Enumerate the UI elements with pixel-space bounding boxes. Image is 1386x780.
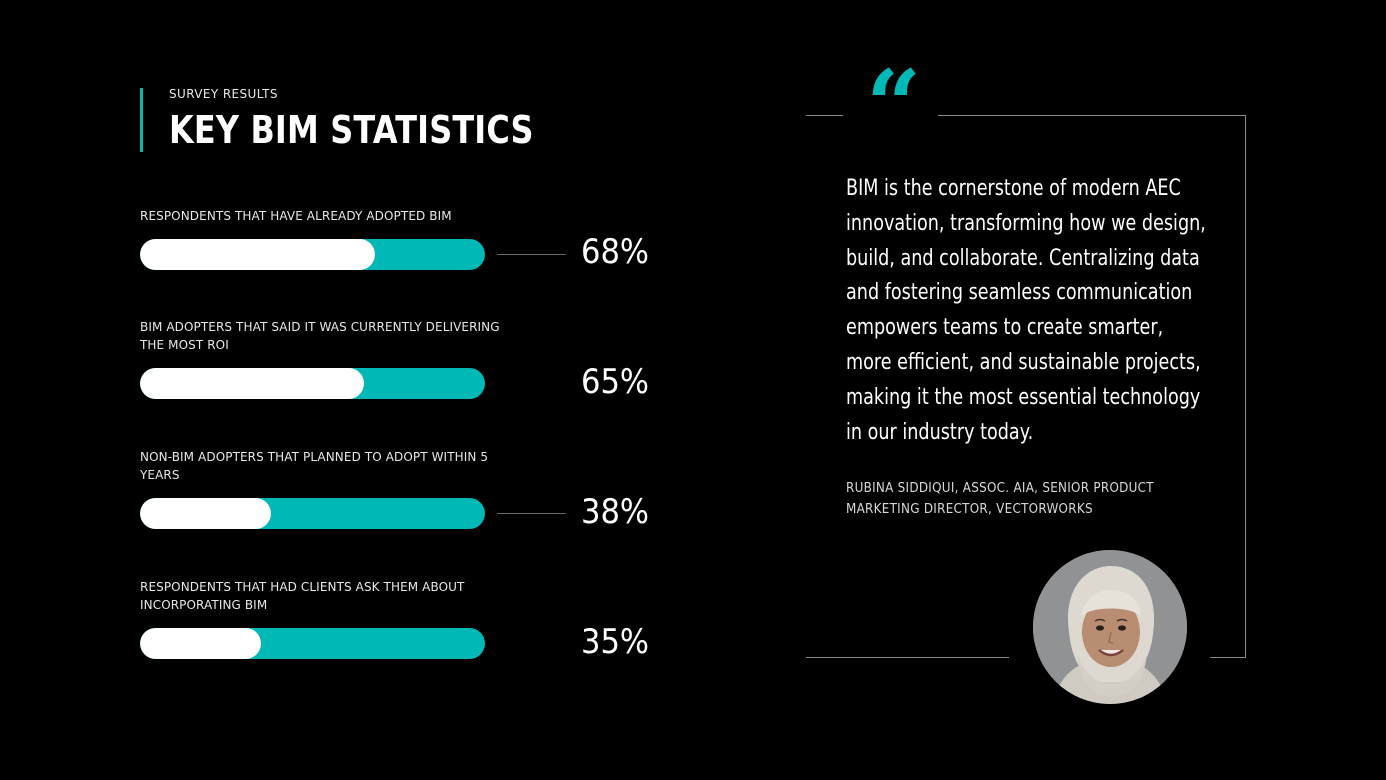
bar-track — [140, 498, 485, 529]
avatar — [1033, 550, 1187, 704]
connector-line — [497, 254, 566, 255]
page-title: KEY BIM STATISTICS — [169, 108, 534, 152]
frame-right-line — [1245, 115, 1246, 658]
bar-fill — [140, 239, 375, 270]
quote-text: BIM is the cornerstone of modern AEC inn… — [846, 176, 1206, 445]
stat-value: 38% — [581, 492, 650, 532]
connector-line — [497, 513, 566, 514]
frame-top-left-line — [806, 115, 843, 116]
attribution: RUBINA SIDDIQUI, ASSOC. AIA, SENIOR PROD… — [846, 478, 1232, 520]
stat-label: NON-BIM ADOPTERS THAT PLANNED TO ADOPT W… — [140, 450, 489, 482]
accent-bar — [140, 88, 143, 152]
stat-label: RESPONDENTS THAT HAVE ALREADY ADOPTED BI… — [140, 209, 452, 223]
attribution-line-2: MARKETING DIRECTOR, VECTORWORKS — [846, 502, 1093, 517]
frame-bottom-left-line — [806, 657, 1009, 658]
bar-track — [140, 368, 485, 399]
frame-bottom-right-line — [1210, 657, 1246, 658]
stat-value: 35% — [581, 622, 650, 662]
stat-value: 68% — [581, 232, 650, 272]
bar-fill — [140, 498, 271, 529]
attribution-line-1: RUBINA SIDDIQUI, ASSOC. AIA, SENIOR PROD… — [846, 481, 1154, 496]
stat-label: BIM ADOPTERS THAT SAID IT WAS CURRENTLY … — [140, 320, 500, 352]
bar-fill — [140, 368, 364, 399]
section-eyebrow: SURVEY RESULTS — [169, 87, 278, 101]
stat-value: 65% — [581, 362, 650, 402]
bar-track — [140, 628, 485, 659]
bar-fill — [140, 628, 261, 659]
bar-track — [140, 239, 485, 270]
quote-mark-icon: “ — [866, 49, 922, 162]
stat-label: RESPONDENTS THAT HAD CLIENTS ASK THEM AB… — [140, 580, 465, 612]
frame-top-right-line — [938, 115, 1246, 116]
person-portrait-icon — [1033, 550, 1187, 704]
